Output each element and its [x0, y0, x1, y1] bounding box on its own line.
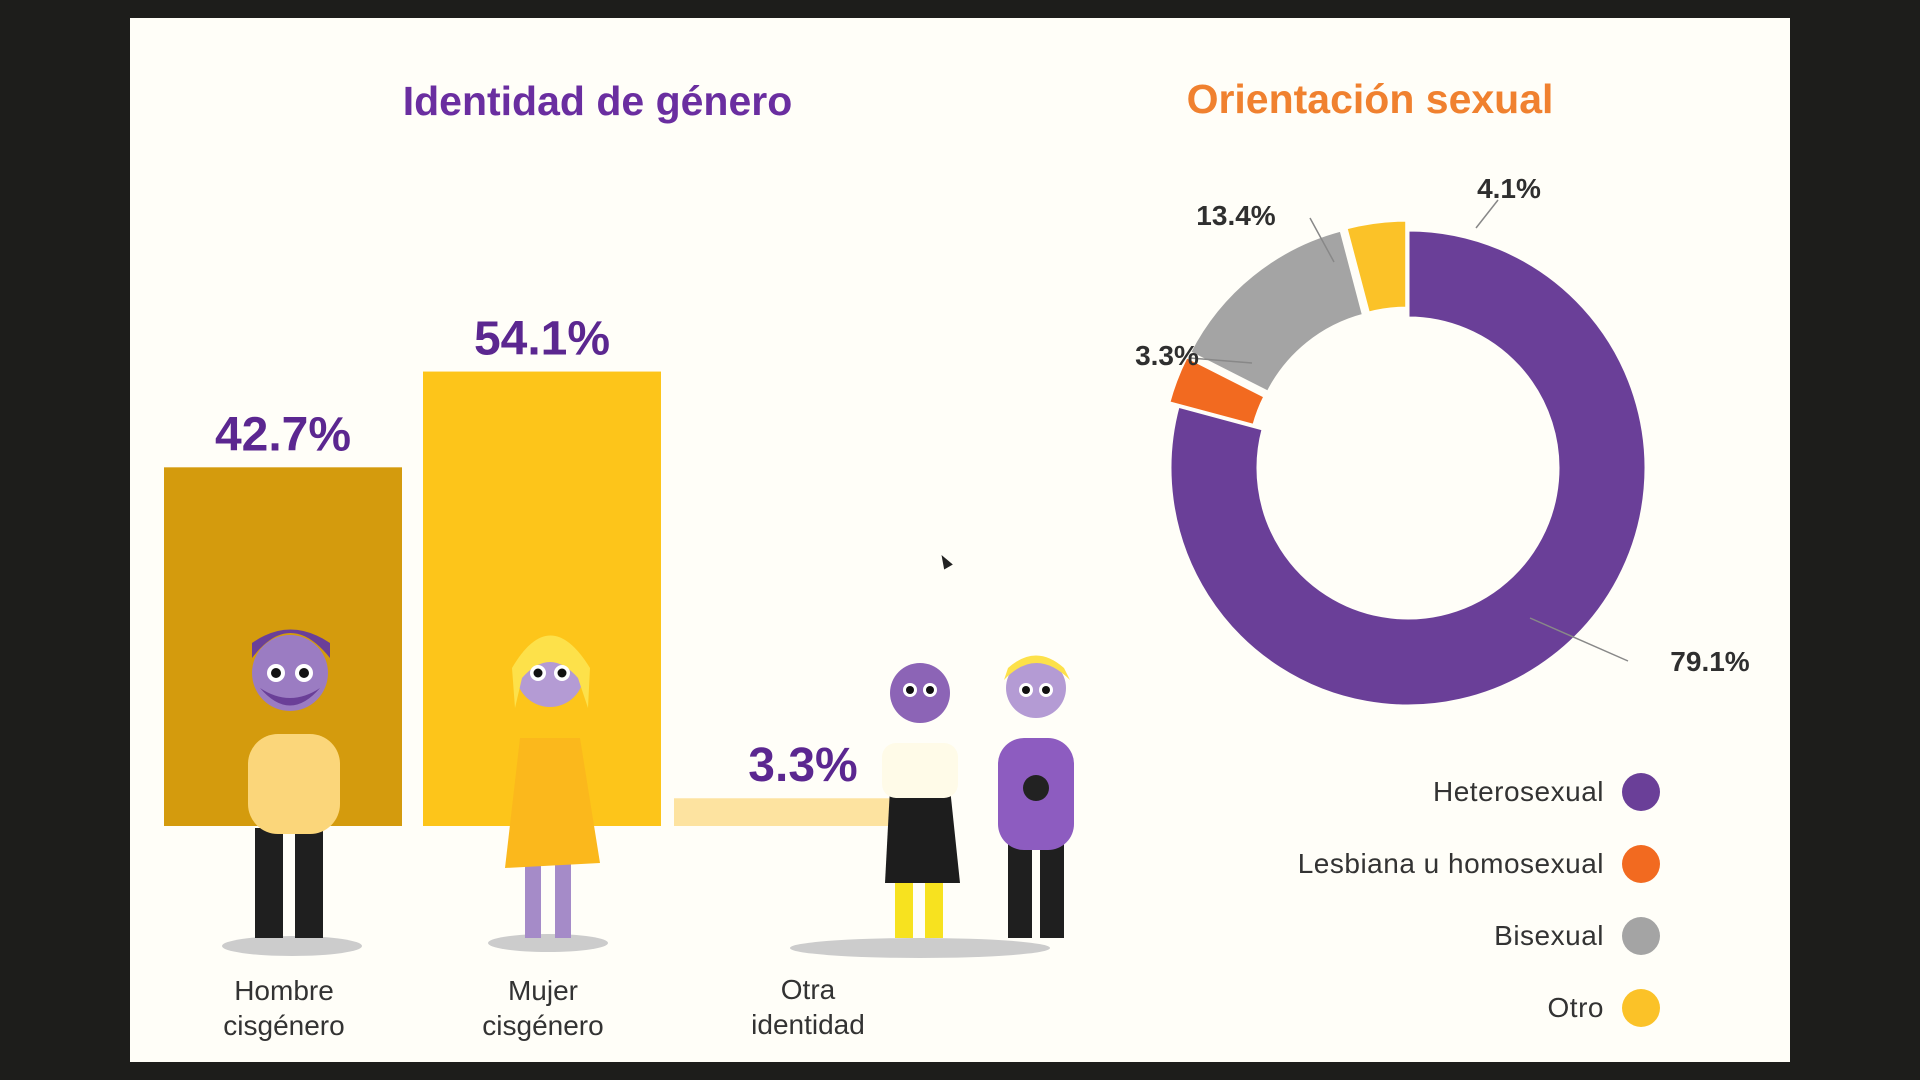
slide: Identidad de género Orientación sexual 4… [130, 18, 1790, 1062]
slice-label-bisexual: 13.4% [1196, 200, 1275, 231]
donut-slice-other [1344, 218, 1409, 315]
donut-slice-lesbian-homosexual [1166, 354, 1267, 428]
bar-other [674, 798, 912, 826]
category-label-woman: Mujer cisgénero [482, 975, 604, 1041]
legend-color-dot [1622, 917, 1660, 955]
donut-slice-heterosexual [1168, 228, 1648, 708]
slice-label-heterosexual: 79.1% [1670, 646, 1749, 677]
leader-line-other [1475, 199, 1499, 229]
other-identity-figures-illustration [790, 655, 1074, 958]
character-illustrations [222, 629, 1074, 958]
orientation-legend: Heterosexual Lesbiana u homosexual Bisexua… [1120, 756, 1660, 1044]
man-figure-illustration [222, 629, 362, 956]
leader-line-heterosexual [1529, 617, 1629, 662]
woman-figure-illustration [488, 635, 608, 952]
donut-slice-bisexual [1187, 228, 1366, 395]
bar-value-label-man: 42.7% [215, 408, 351, 461]
legend-label: Heterosexual [1433, 776, 1604, 807]
slice-label-other: 4.1% [1477, 173, 1541, 204]
sexual-orientation-title: Orientación sexual [1186, 76, 1554, 122]
bar-value-label-woman: 54.1% [474, 313, 610, 366]
legend-label: Otro [1547, 992, 1604, 1023]
orientation-donut-chart: 79.1% 3.3% 13.4% 4.1% [1135, 173, 1750, 708]
legend-color-dot [1622, 773, 1660, 811]
leader-line-bisexual [1309, 217, 1335, 263]
legend-label: Lesbiana u homosexual [1297, 848, 1604, 879]
legend-color-dot [1622, 989, 1660, 1027]
legend-label: Bisexual [1494, 920, 1604, 951]
legend-item-bisexual: Bisexual [1120, 900, 1660, 972]
gender-identity-title: Identidad de género [402, 78, 793, 124]
legend-color-dot [1622, 845, 1660, 883]
slice-label-lesbian-homosexual: 3.3% [1135, 340, 1199, 371]
category-label-man: Hombre cisgénero [223, 975, 345, 1041]
legend-item-heterosexual: Heterosexual [1120, 756, 1660, 828]
leader-line-lesbian-homosexual [1189, 357, 1253, 364]
legend-item-lesbian-homosexual: Lesbiana u homosexual [1120, 828, 1660, 900]
bar-value-label-other: 3.3% [748, 739, 857, 792]
category-label-other: Otra identidad [751, 974, 865, 1040]
legend-item-other: Otro [1120, 972, 1660, 1044]
